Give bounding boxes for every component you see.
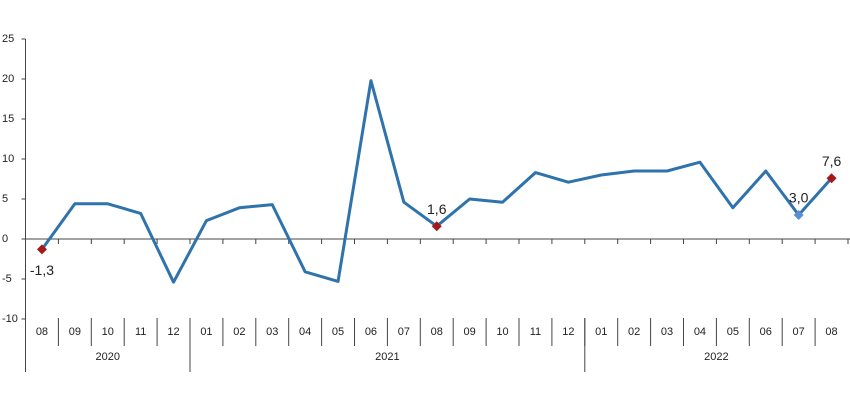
marker (431, 221, 442, 232)
y-tick-label: 15 (2, 113, 14, 125)
x-tick-label: 12 (562, 326, 574, 338)
group-label: 2020 (96, 351, 120, 363)
x-tick-label: 10 (496, 326, 508, 338)
line (40, 79, 833, 284)
x-tick-label: 09 (464, 326, 476, 338)
x-tick-label: 10 (102, 326, 114, 338)
data-label: 3,0 (789, 190, 809, 206)
x-tick-label: 04 (694, 326, 706, 338)
x-tick-label: 06 (365, 326, 377, 338)
y-tick-label: -10 (2, 313, 18, 325)
y-tick-label: 0 (2, 233, 8, 245)
y-tick-label: -5 (2, 273, 12, 285)
x-tick-label: 07 (793, 326, 805, 338)
x-tick-label: 08 (36, 326, 48, 338)
x-tick-label: 03 (266, 326, 278, 338)
x-tick-label: 09 (69, 326, 81, 338)
data-label: -1,3 (30, 262, 54, 278)
x-tick-label: 06 (760, 326, 772, 338)
x-tick-label: 02 (628, 326, 640, 338)
x-tick-label: 05 (332, 326, 344, 338)
marker (793, 210, 804, 220)
y-tick-label: 5 (2, 193, 8, 205)
x-tick-label: 04 (299, 326, 311, 338)
marker (826, 173, 837, 184)
x-tick-label: 07 (398, 326, 410, 338)
x-tick-label: 11 (530, 326, 541, 338)
group-label: 2021 (375, 351, 399, 363)
marker (36, 244, 47, 255)
x-tick-label: 08 (431, 326, 443, 338)
x-tick-label: 11 (135, 326, 146, 338)
y-tick-label: 25 (2, 33, 14, 45)
x-tick-label: 12 (167, 326, 179, 338)
x-tick-label: 01 (200, 326, 212, 338)
data-label: 1,6 (427, 201, 447, 217)
x-tick-label: 08 (825, 326, 837, 338)
data-label: 7,6 (822, 153, 842, 169)
x-tick-label: 05 (727, 326, 739, 338)
x-tick-label: 02 (233, 326, 245, 338)
group-label: 2022 (704, 351, 728, 363)
y-tick-label: 20 (2, 73, 14, 85)
x-tick-label: 03 (661, 326, 673, 338)
y-tick-label: 10 (2, 153, 14, 165)
x-tick-label: 01 (595, 326, 607, 338)
